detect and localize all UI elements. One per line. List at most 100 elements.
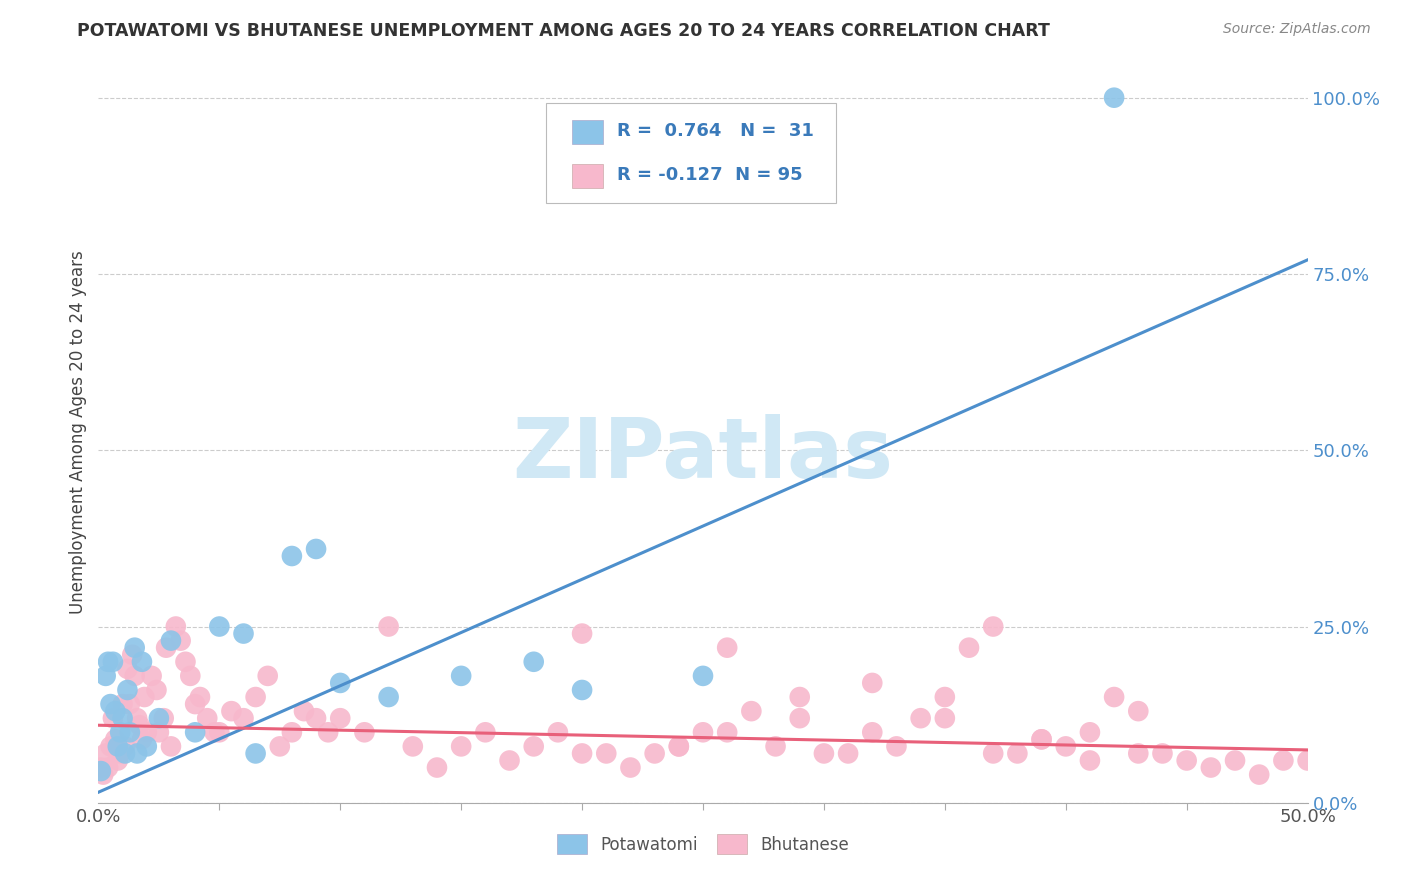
Point bbox=[1031, 732, 1053, 747]
Point bbox=[426, 760, 449, 774]
Point bbox=[1128, 704, 1150, 718]
Point bbox=[1175, 754, 1198, 768]
Point bbox=[450, 739, 472, 754]
Point bbox=[90, 760, 112, 774]
Point bbox=[305, 541, 328, 556]
Point bbox=[619, 760, 641, 774]
Point bbox=[184, 697, 207, 711]
Point bbox=[934, 690, 956, 704]
Point bbox=[1007, 747, 1029, 761]
Point bbox=[184, 725, 207, 739]
Point bbox=[148, 725, 170, 739]
Point bbox=[716, 640, 738, 655]
Point bbox=[668, 739, 690, 754]
Point bbox=[97, 760, 120, 774]
Point bbox=[160, 739, 183, 754]
Point bbox=[1128, 747, 1150, 761]
Point bbox=[131, 655, 153, 669]
Point bbox=[97, 655, 120, 669]
Point bbox=[1078, 725, 1101, 739]
Point bbox=[1249, 767, 1271, 781]
Point bbox=[837, 747, 859, 761]
Point bbox=[498, 754, 520, 768]
Point bbox=[571, 626, 593, 640]
Point bbox=[716, 725, 738, 739]
Point bbox=[860, 676, 883, 690]
Point bbox=[91, 767, 114, 781]
Point bbox=[1296, 754, 1319, 768]
Point bbox=[121, 648, 143, 662]
Point bbox=[204, 725, 226, 739]
Point bbox=[232, 711, 254, 725]
Text: R = -0.127  N = 95: R = -0.127 N = 95 bbox=[617, 166, 803, 185]
Point bbox=[910, 711, 932, 725]
Point bbox=[547, 725, 569, 739]
Point bbox=[1199, 760, 1222, 774]
Point bbox=[148, 711, 170, 725]
Point bbox=[208, 725, 231, 739]
Point bbox=[668, 739, 690, 754]
Point bbox=[155, 640, 177, 655]
Point bbox=[114, 747, 136, 761]
Point bbox=[1102, 690, 1125, 704]
Point bbox=[281, 725, 304, 739]
Point bbox=[329, 711, 352, 725]
Point bbox=[124, 640, 146, 655]
Point bbox=[789, 711, 811, 725]
Point bbox=[1272, 754, 1295, 768]
Point bbox=[107, 754, 129, 768]
Point bbox=[107, 739, 129, 754]
Point bbox=[813, 747, 835, 761]
Point bbox=[104, 704, 127, 718]
Point bbox=[934, 711, 956, 725]
Point bbox=[111, 697, 134, 711]
Point bbox=[165, 619, 187, 633]
Text: POTAWATOMI VS BHUTANESE UNEMPLOYMENT AMONG AGES 20 TO 24 YEARS CORRELATION CHART: POTAWATOMI VS BHUTANESE UNEMPLOYMENT AMO… bbox=[77, 22, 1050, 40]
Point bbox=[377, 619, 399, 633]
Point bbox=[101, 655, 124, 669]
Point bbox=[188, 690, 211, 704]
Point bbox=[450, 669, 472, 683]
Point bbox=[1102, 91, 1125, 105]
Point bbox=[1078, 754, 1101, 768]
Point bbox=[474, 725, 496, 739]
Point bbox=[111, 711, 134, 725]
Point bbox=[860, 725, 883, 739]
Point bbox=[1054, 739, 1077, 754]
Point bbox=[94, 747, 117, 761]
Point bbox=[118, 725, 141, 739]
Point bbox=[595, 747, 617, 761]
Point bbox=[118, 697, 141, 711]
Point bbox=[195, 711, 218, 725]
Point bbox=[232, 626, 254, 640]
Point bbox=[644, 747, 666, 761]
Point bbox=[134, 690, 156, 704]
Point bbox=[740, 704, 762, 718]
Point bbox=[145, 683, 167, 698]
Point bbox=[765, 739, 787, 754]
Point bbox=[571, 747, 593, 761]
Text: R =  0.764   N =  31: R = 0.764 N = 31 bbox=[617, 122, 814, 140]
Point bbox=[353, 725, 375, 739]
Point bbox=[100, 697, 122, 711]
Point bbox=[886, 739, 908, 754]
Point bbox=[160, 633, 183, 648]
Y-axis label: Unemployment Among Ages 20 to 24 years: Unemployment Among Ages 20 to 24 years bbox=[69, 251, 87, 615]
FancyBboxPatch shape bbox=[572, 164, 603, 188]
FancyBboxPatch shape bbox=[572, 120, 603, 144]
Text: Source: ZipAtlas.com: Source: ZipAtlas.com bbox=[1223, 22, 1371, 37]
Point bbox=[94, 669, 117, 683]
Point bbox=[981, 619, 1004, 633]
Point bbox=[90, 764, 112, 778]
Point bbox=[1031, 732, 1053, 747]
Point bbox=[179, 669, 201, 683]
Point bbox=[100, 739, 122, 754]
Point bbox=[152, 711, 174, 725]
Point bbox=[1223, 754, 1246, 768]
Point bbox=[269, 739, 291, 754]
Point bbox=[114, 739, 136, 754]
Point bbox=[131, 732, 153, 747]
Point bbox=[789, 690, 811, 704]
Point bbox=[1152, 747, 1174, 761]
Point bbox=[402, 739, 425, 754]
